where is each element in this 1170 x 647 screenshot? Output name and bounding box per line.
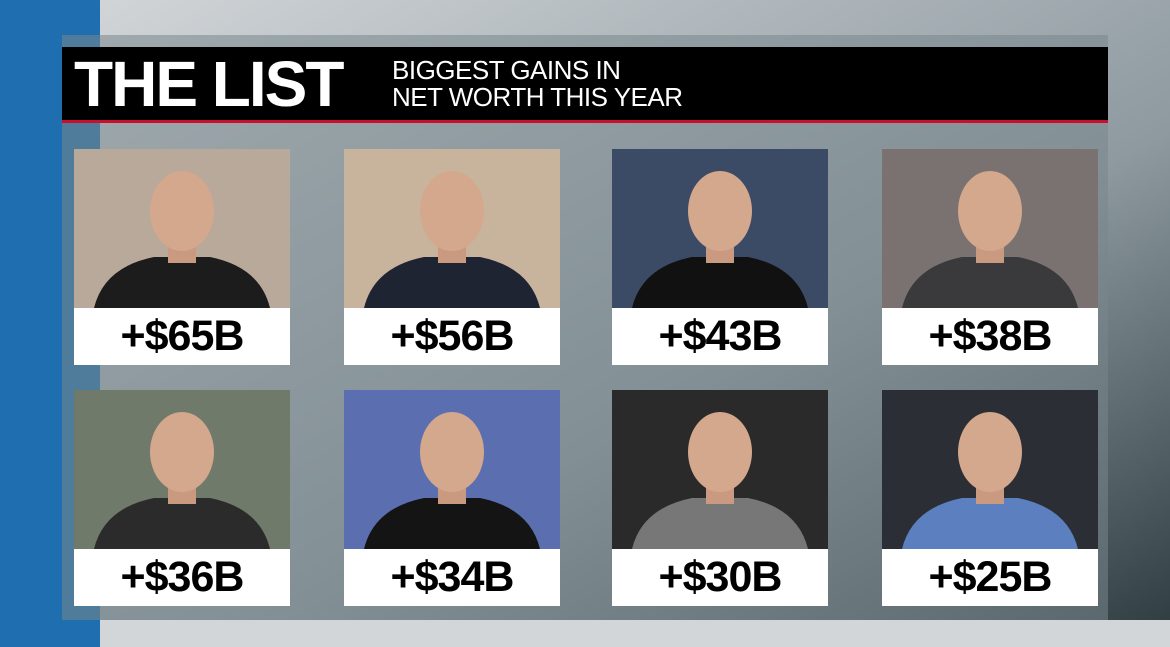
amount: +$30B: [612, 549, 828, 606]
portrait: [612, 149, 828, 308]
card: +$38B: [882, 149, 1098, 365]
portrait: [344, 390, 560, 549]
subtitle-line: NET WORTH THIS YEAR: [392, 82, 683, 112]
amount: +$36B: [74, 549, 290, 606]
card: +$36B: [74, 390, 290, 606]
amount: +$56B: [344, 308, 560, 365]
card: +$65B: [74, 149, 290, 365]
amount: +$43B: [612, 308, 828, 365]
amount: +$25B: [882, 549, 1098, 606]
card: +$56B: [344, 149, 560, 365]
portrait: [344, 149, 560, 308]
amount: +$65B: [74, 308, 290, 365]
card: +$34B: [344, 390, 560, 606]
portrait: [612, 390, 828, 549]
card: +$30B: [612, 390, 828, 606]
header: THE LIST BIGGEST GAINS IN NET WORTH THIS…: [62, 47, 1108, 123]
card: +$25B: [882, 390, 1098, 606]
subtitle-line: BIGGEST GAINS IN: [392, 55, 621, 85]
title: THE LIST: [74, 48, 344, 120]
amount: +$38B: [882, 308, 1098, 365]
subtitle: BIGGEST GAINS IN NET WORTH THIS YEAR: [392, 57, 683, 111]
amount: +$34B: [344, 549, 560, 606]
portrait: [882, 149, 1098, 308]
portrait: [74, 390, 290, 549]
portrait: [882, 390, 1098, 549]
portrait: [74, 149, 290, 308]
card: +$43B: [612, 149, 828, 365]
